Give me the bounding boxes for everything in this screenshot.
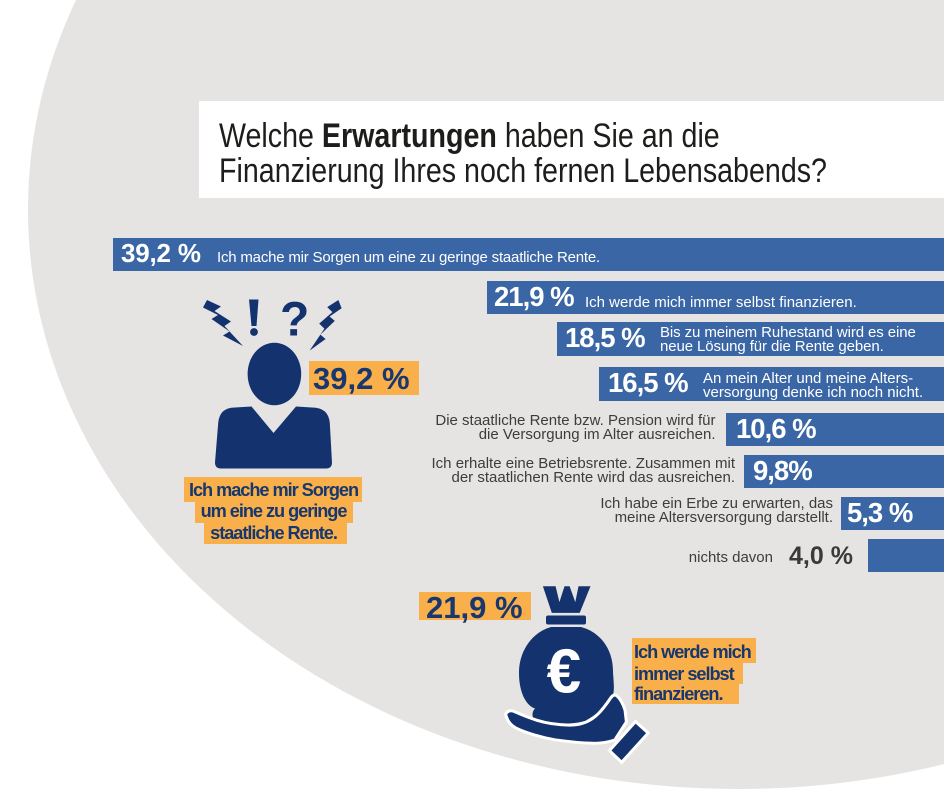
- svg-text:€: €: [547, 638, 581, 707]
- svg-text:?: ?: [280, 294, 309, 347]
